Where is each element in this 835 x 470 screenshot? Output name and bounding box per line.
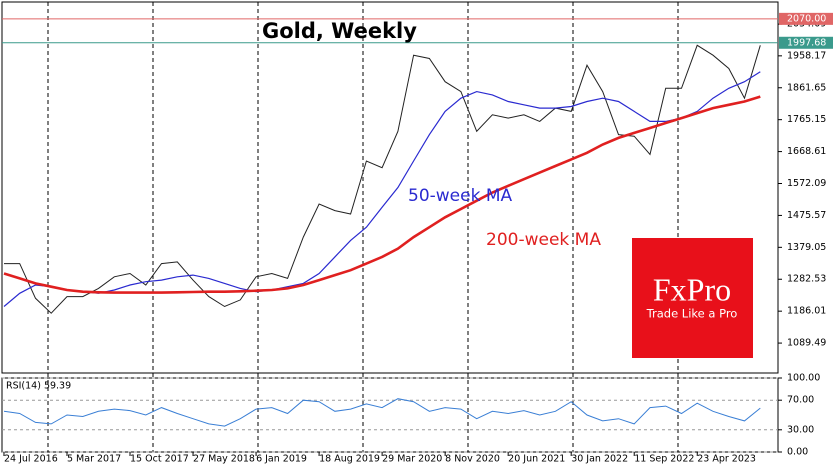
price-level-label: 2070.00 (787, 13, 826, 24)
y-tick-label: 70.00 (787, 395, 814, 406)
x-tick-label: 6 Jan 2019 (256, 454, 307, 465)
y-tick-label: 1958.17 (787, 50, 826, 61)
y-tick-label: 30.00 (787, 424, 814, 435)
x-tick-label: 20 Jun 2021 (508, 454, 565, 465)
x-tick-label: 23 Apr 2023 (697, 454, 756, 465)
series-line (3, 95, 761, 294)
rsi-title: RSI(14) 59.39 (6, 381, 71, 392)
price-level-label: 1997.68 (787, 37, 826, 48)
y-tick-label: 1089.49 (787, 338, 826, 349)
y-tick-label: 1765.15 (787, 114, 826, 125)
x-tick-label: 5 Mar 2017 (67, 454, 121, 465)
y-tick-label: 1379.05 (787, 242, 826, 253)
series-line (3, 398, 761, 427)
x-tick-label: 11 Sep 2022 (634, 454, 694, 465)
y-tick-label: 1668.61 (787, 146, 826, 157)
rsi-frame (1, 377, 779, 453)
x-tick-label: 24 Jul 2016 (4, 454, 58, 465)
chart-title: Gold, Weekly (262, 19, 417, 43)
x-tick-label: 29 Mar 2020 (382, 454, 442, 465)
y-tick-label: 1572.09 (787, 178, 826, 189)
y-tick-label: 1861.65 (787, 82, 826, 93)
y-tick-label: 100.00 (787, 373, 820, 384)
price-level-box (779, 12, 833, 25)
y-tick-label: 1282.53 (787, 274, 826, 285)
year-separators (47, 2, 679, 452)
brand-name: FxPro (653, 271, 731, 307)
price-level-box (779, 36, 833, 49)
series-line (4, 44, 761, 314)
brand-tagline: Trade Like a Pro (646, 307, 738, 321)
x-tick-label: 18 Aug 2019 (319, 454, 380, 465)
x-tick-label: 15 Oct 2017 (130, 454, 189, 465)
y-tick-label: 1186.01 (787, 306, 826, 317)
ma200-label: 200-week MA (486, 230, 601, 250)
x-tick-label: 8 Nov 2020 (445, 454, 500, 465)
brand-logo (632, 238, 753, 358)
series-line (3, 71, 761, 307)
ma50-label: 50-week MA (408, 186, 513, 206)
x-tick-label: 30 Jan 2022 (571, 454, 628, 465)
y-tick-label: 0.00 (787, 447, 808, 458)
x-tick-label: 27 May 2018 (193, 454, 255, 465)
y-tick-label: 1475.57 (787, 210, 826, 221)
